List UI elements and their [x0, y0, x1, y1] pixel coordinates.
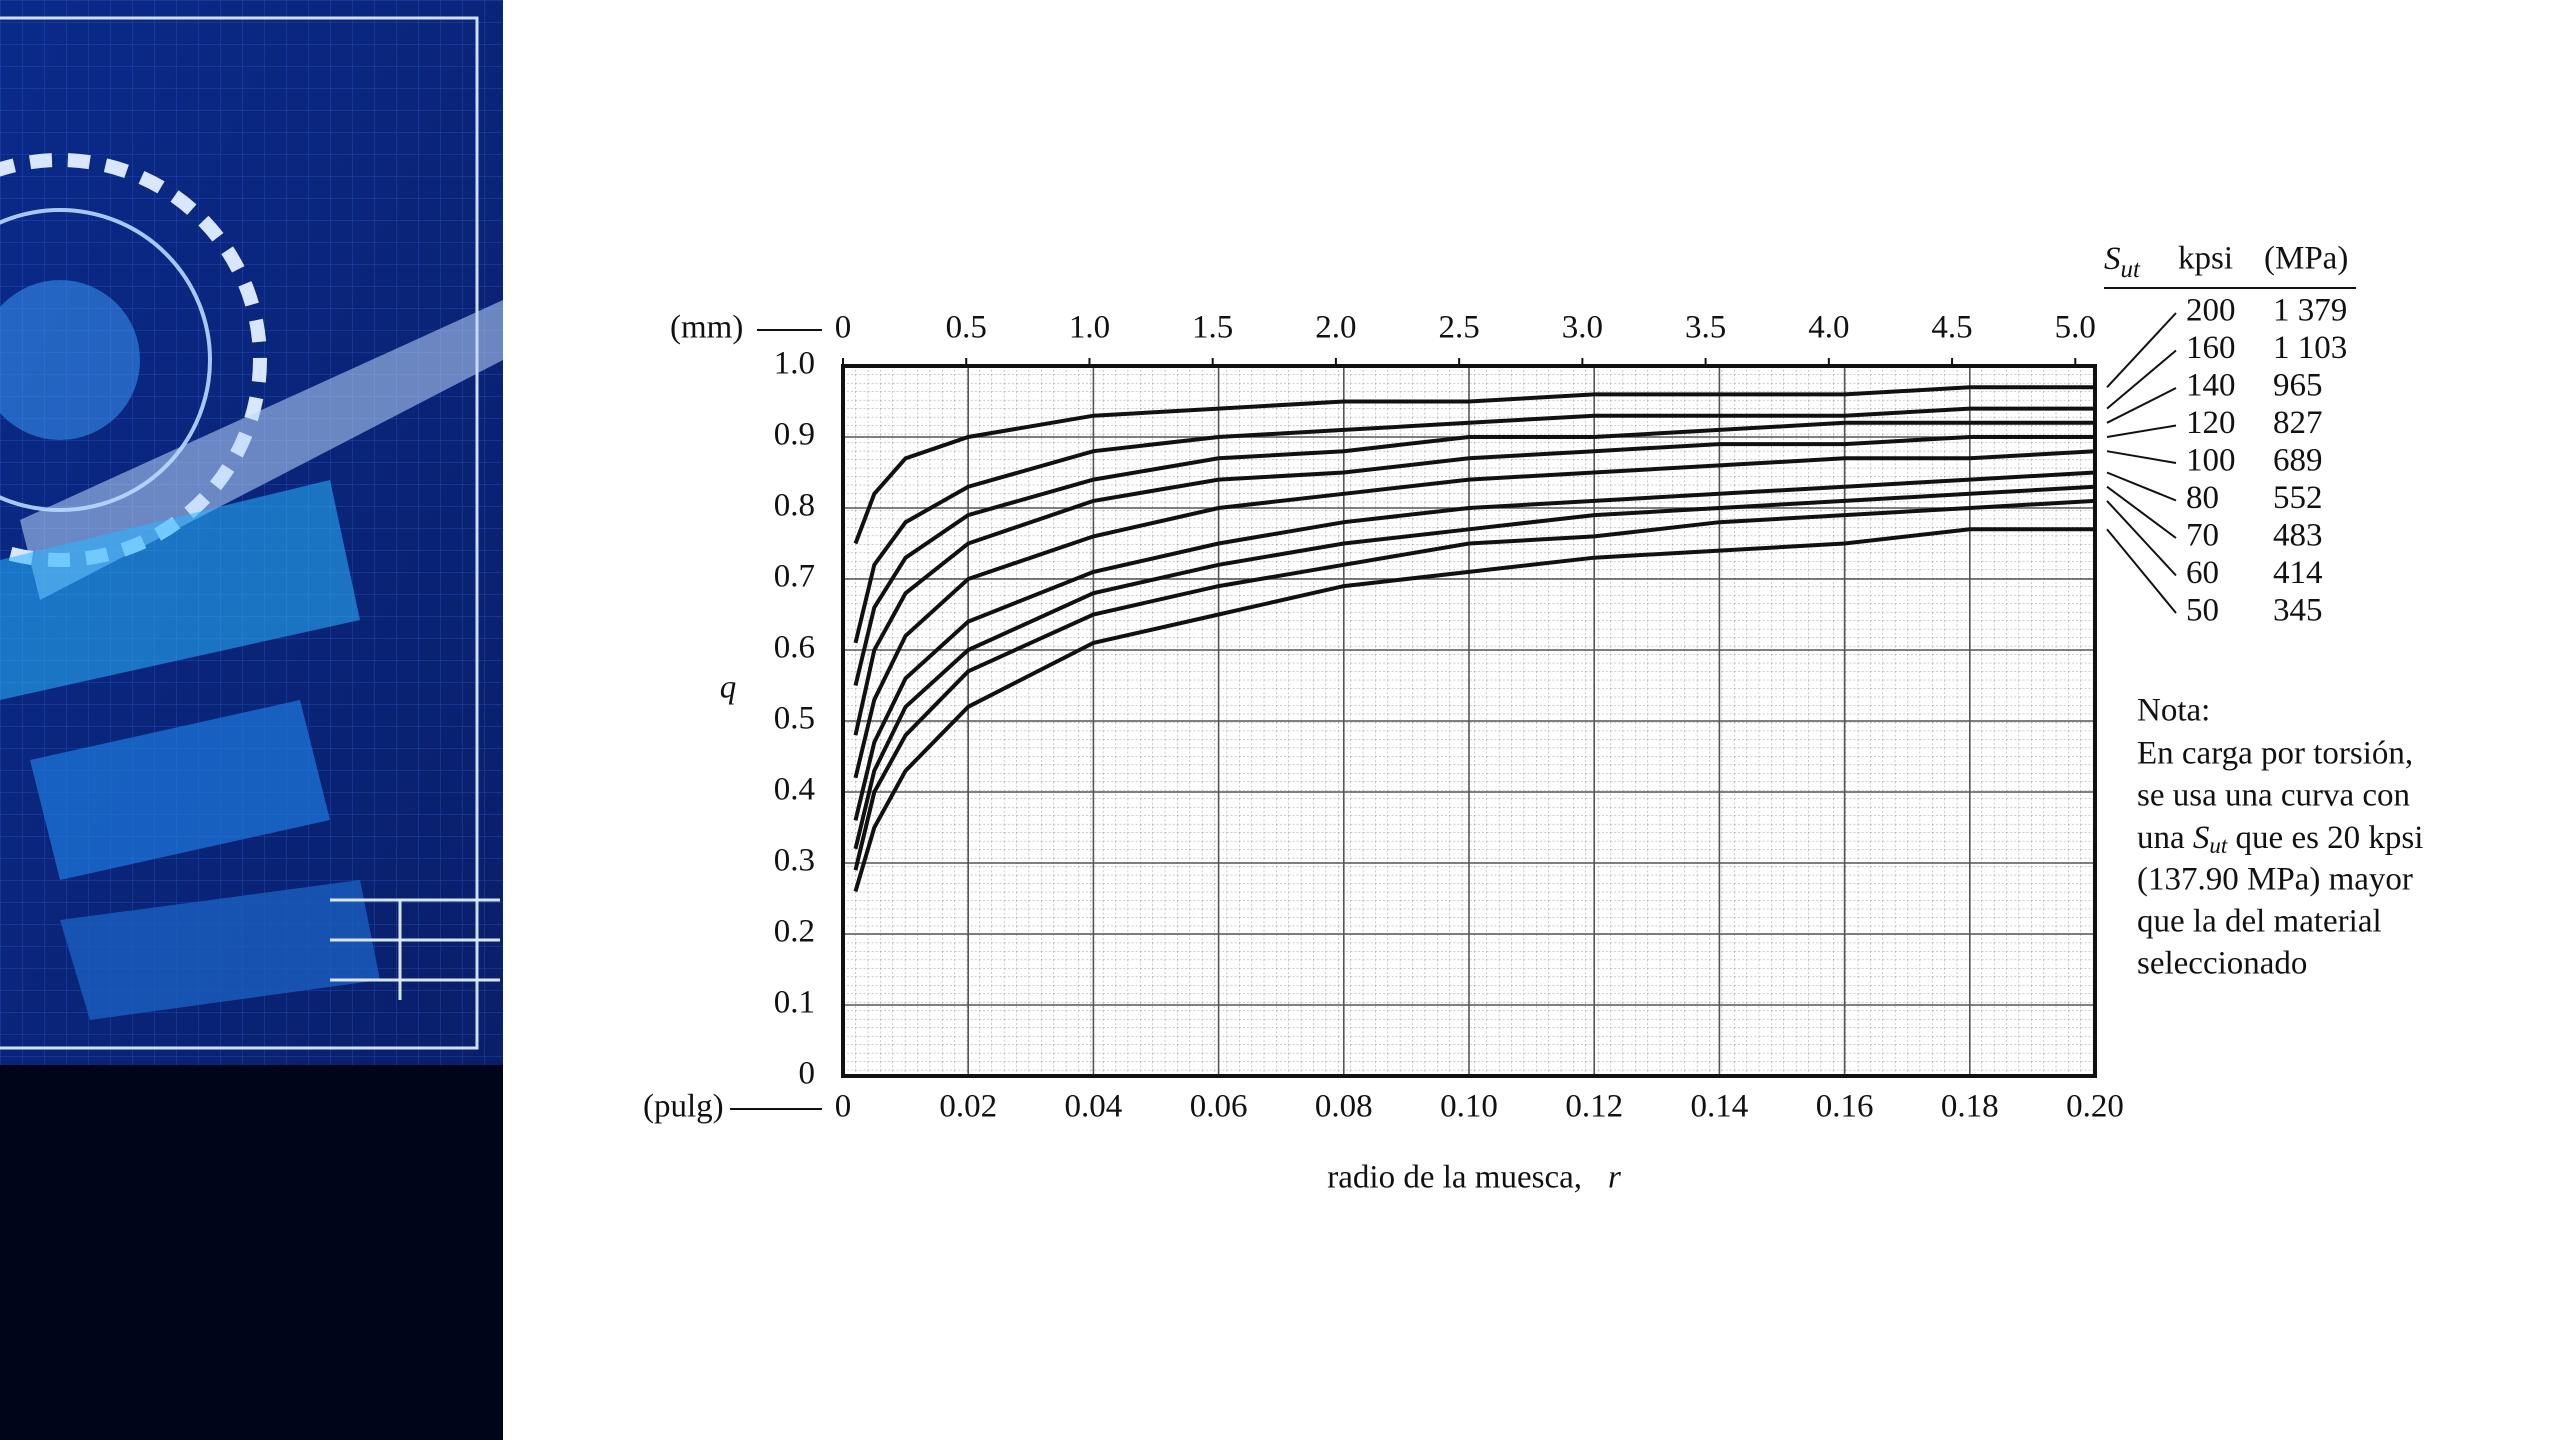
legend-leader — [2106, 528, 2177, 614]
legend-mpa: 1 103 — [2273, 330, 2347, 366]
x2-tick-label: 2.5 — [1439, 310, 1480, 346]
x2-tick-label: 1.0 — [1069, 310, 1110, 346]
legend-mpa: 345 — [2273, 593, 2323, 629]
legend-kpsi: 100 — [2186, 443, 2236, 479]
x2-unit-label: (mm) — [670, 310, 743, 346]
y-tick-label: 0 — [799, 1056, 816, 1092]
y-tick-label: 1.0 — [774, 346, 815, 382]
curve — [853, 420, 2095, 686]
curve — [853, 435, 2095, 736]
x-axis-label: radio de la muesca, — [1327, 1160, 1582, 1196]
x-tick-label: 0 — [835, 1089, 852, 1125]
x-tick-label: 0.02 — [939, 1089, 997, 1125]
x2-tick-label: 4.5 — [1931, 310, 1972, 346]
y-tick-label: 0.8 — [774, 488, 815, 524]
legend-leader — [2106, 500, 2177, 577]
legend-kpsi: 140 — [2186, 368, 2236, 404]
legend-header: Sut kpsi (MPa) — [2104, 241, 2356, 289]
curve — [853, 385, 2095, 545]
legend-leader — [2106, 349, 2177, 410]
x2-tick-label: 0.5 — [946, 310, 987, 346]
legend-symbol: Sut — [2104, 241, 2141, 283]
note-line: (137.90 MPa) mayor — [2137, 862, 2413, 898]
note-text: una — [2137, 820, 2193, 856]
note-line: se usa una curva con — [2137, 778, 2410, 814]
note-symbol: S — [2193, 820, 2210, 856]
y-tick-label: 0.5 — [774, 701, 815, 737]
legend-kpsi: 160 — [2186, 330, 2236, 366]
x-tick-label: 0.14 — [1691, 1089, 1749, 1125]
legend-mpa: 965 — [2273, 368, 2323, 404]
curve — [853, 406, 2095, 644]
legend-kpsi: 120 — [2186, 405, 2236, 441]
curve — [853, 498, 2096, 871]
blueprint-illustration — [0, 0, 503, 1440]
x2-tick-label: 4.0 — [1808, 310, 1849, 346]
x2-tick-label: 2.0 — [1315, 310, 1356, 346]
legend-kpsi: 80 — [2186, 480, 2219, 516]
x-tick-label: 0.04 — [1065, 1089, 1123, 1125]
x-tick-label: 0.16 — [1816, 1089, 1874, 1125]
x2-tick-label: 5.0 — [2055, 310, 2096, 346]
y-tick-label: 0.7 — [774, 559, 815, 595]
legend-leader — [2106, 387, 2177, 424]
x2-tick-label: 3.0 — [1562, 310, 1603, 346]
legend-leader — [2106, 485, 2177, 539]
x2-tick-label: 3.5 — [1685, 310, 1726, 346]
curve — [853, 484, 2096, 850]
x-tick-label: 0.08 — [1315, 1089, 1373, 1125]
legend-leader — [2106, 312, 2177, 388]
note-line: En carga por torsión, — [2137, 736, 2413, 772]
y-tick-label: 0.1 — [774, 985, 815, 1021]
note: Nota: En carga por torsión, se usa una cur… — [2137, 693, 2423, 982]
note-line: seleccionado — [2137, 946, 2307, 982]
legend-mpa-header: (MPa) — [2264, 241, 2348, 277]
legend-symbol-sub: ut — [2121, 256, 2142, 283]
legend-leader — [2106, 450, 2177, 464]
legend-kpsi-header: kpsi — [2178, 241, 2233, 277]
curve — [853, 449, 2096, 779]
legend-mpa: 827 — [2273, 405, 2323, 441]
legend-kpsi: 60 — [2186, 555, 2219, 591]
legend-mpa: 414 — [2273, 555, 2323, 591]
x-tick-label: 0.10 — [1440, 1089, 1498, 1125]
plot-frame — [841, 364, 2097, 1078]
curve — [853, 527, 2095, 892]
x-tick-label: 0.20 — [2066, 1089, 2124, 1125]
curve — [853, 470, 2096, 821]
legend-kpsi: 200 — [2186, 293, 2236, 329]
legend-mpa: 1 379 — [2273, 293, 2347, 329]
y-tick-label: 0.3 — [774, 843, 815, 879]
legend-mpa: 483 — [2273, 518, 2323, 554]
note-line: una Sut que es 20 kpsi — [2137, 820, 2423, 859]
x-tick-label: 0.06 — [1190, 1089, 1248, 1125]
x-axis-symbol: r — [1608, 1160, 1621, 1196]
note-subscript: ut — [2209, 833, 2228, 858]
legend-kpsi: 50 — [2186, 593, 2219, 629]
y-axis-label: q — [720, 670, 737, 706]
note-line: que la del material — [2137, 904, 2382, 940]
legend-symbol-main: S — [2104, 241, 2121, 277]
x2-tick-label: 0 — [835, 310, 852, 346]
legend-mpa: 689 — [2273, 443, 2323, 479]
note-title: Nota: — [2137, 693, 2210, 729]
y-tick-label: 0.2 — [774, 914, 815, 950]
legend-leader — [2106, 424, 2177, 438]
y-tick-label: 0.4 — [774, 772, 815, 808]
legend-kpsi: 70 — [2186, 518, 2219, 554]
x-unit-label: (pulg) — [643, 1089, 724, 1125]
y-tick-label: 0.9 — [774, 417, 815, 453]
note-text: que es 20 kpsi — [2227, 820, 2423, 856]
legend-mpa: 552 — [2273, 480, 2323, 516]
x-tick-label: 0.12 — [1565, 1089, 1623, 1125]
x2-tick-label: 1.5 — [1192, 310, 1233, 346]
legend-leader — [2106, 471, 2177, 502]
x-tick-label: 0.18 — [1941, 1089, 1999, 1125]
y-tick-label: 0.6 — [774, 630, 815, 666]
